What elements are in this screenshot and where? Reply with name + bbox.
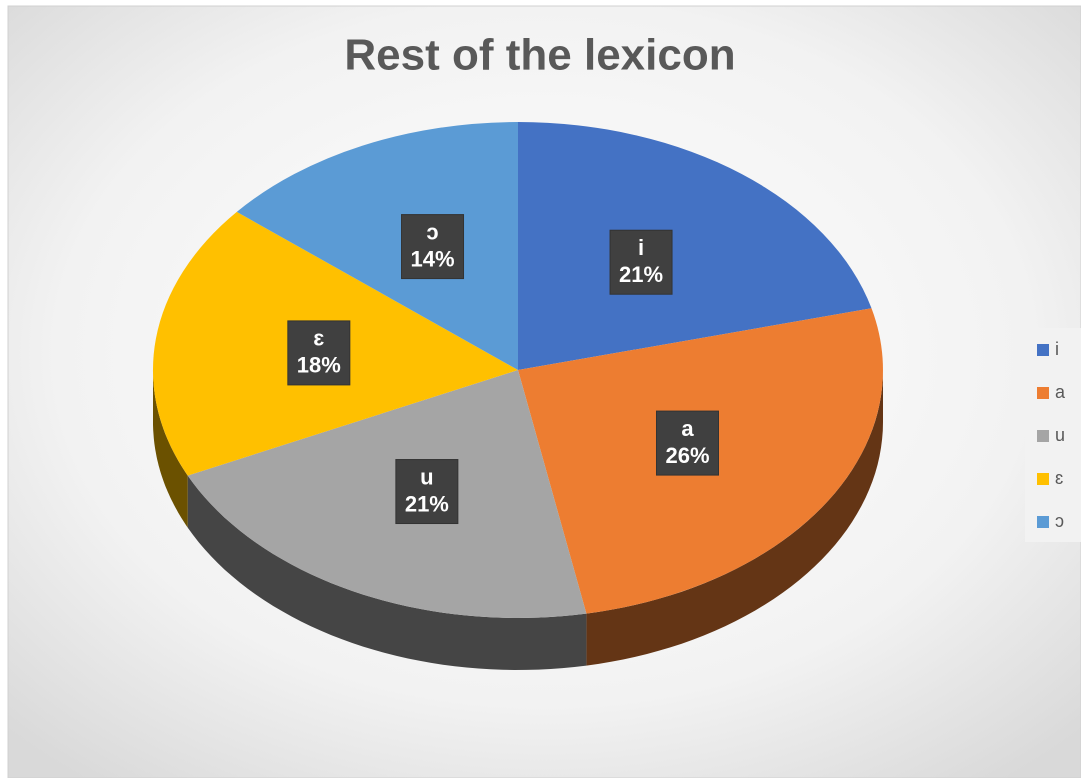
chart-title: Rest of the lexicon (344, 31, 735, 80)
legend-label: i (1055, 339, 1059, 359)
data-label-box (655, 410, 719, 476)
data-label: 21% (619, 262, 663, 287)
data-label: 21% (405, 491, 449, 516)
legend-swatch (1037, 473, 1049, 485)
legend-swatch (1037, 344, 1049, 356)
legend-label: ɔ (1055, 511, 1064, 531)
data-label-category: ɔ (426, 219, 438, 244)
slice-side (153, 370, 188, 528)
data-label-box (395, 459, 459, 525)
legend-label: a (1055, 382, 1066, 402)
legend-swatch (1037, 516, 1049, 528)
slice-side (586, 370, 883, 666)
data-label-box (401, 214, 465, 280)
legend-box (1025, 328, 1081, 542)
legend-label: ɛ (1055, 468, 1063, 488)
data-label: 14% (411, 246, 455, 271)
slice (236, 122, 519, 370)
data-label-category: ɛ (313, 326, 324, 351)
data-label: 18% (297, 353, 341, 378)
slice (518, 122, 872, 370)
slice-side (187, 475, 587, 670)
legend-label: u (1055, 425, 1065, 445)
data-label-box (609, 229, 673, 295)
data-label-category: i (638, 235, 644, 260)
data-label-category: u (420, 464, 433, 489)
legend-swatch (1037, 430, 1049, 442)
data-label-category: a (681, 416, 694, 441)
data-label-box (287, 320, 351, 386)
slice (187, 370, 587, 618)
data-label: 26% (665, 443, 709, 468)
legend-swatch (1037, 387, 1049, 399)
